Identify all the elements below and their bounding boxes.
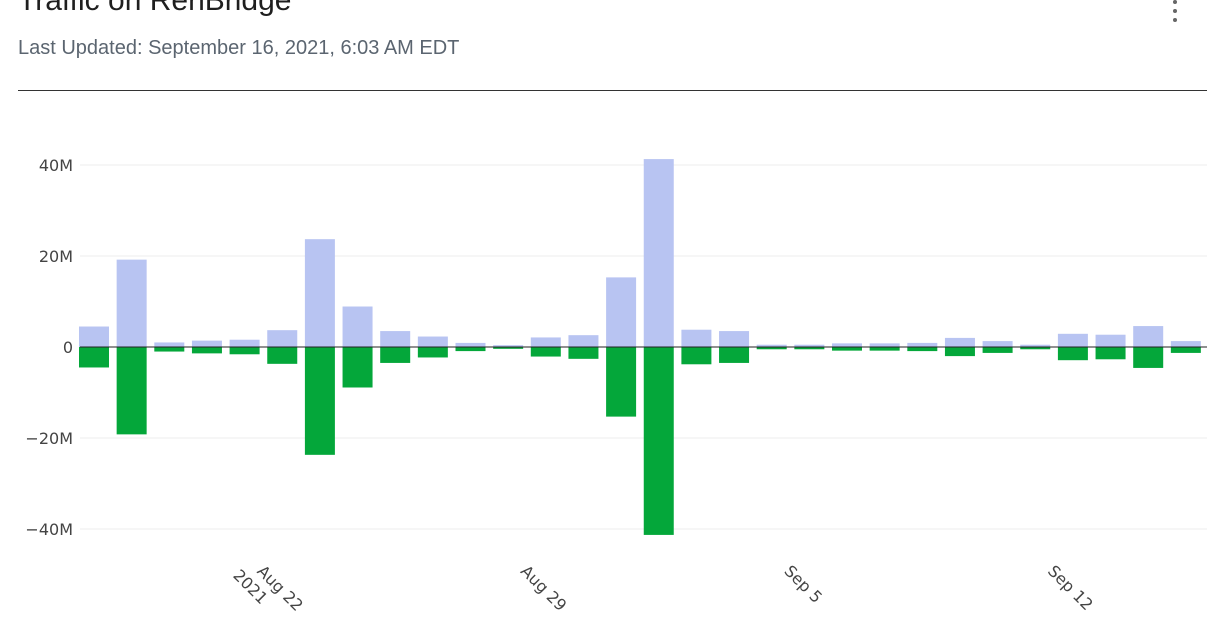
bar-positive: [944, 337, 975, 347]
bar-negative: [191, 347, 222, 354]
x-tick-line: Sep 12: [1044, 561, 1097, 614]
bar-negative: [606, 347, 637, 417]
bar-positive: [455, 342, 486, 347]
bar-negative: [832, 347, 862, 351]
bar-negative: [342, 347, 373, 388]
x-tick-line: Aug 29: [517, 561, 571, 615]
bar-negative: [267, 347, 298, 364]
header-divider: [18, 90, 1207, 91]
bar-positive: [869, 343, 900, 347]
bar-negative: [304, 347, 335, 455]
bar-positive: [530, 337, 561, 347]
last-updated-text: Last Updated: September 16, 2021, 6:03 A…: [18, 37, 460, 59]
bar-positive: [116, 259, 147, 347]
x-tick-label: Aug 29: [517, 561, 571, 615]
y-tick-label: 40M: [39, 156, 73, 175]
bar-negative: [417, 347, 448, 358]
bar-negative: [681, 347, 712, 365]
bar-positive: [154, 342, 185, 347]
bar-negative: [380, 347, 411, 363]
x-tick-label: Sep 5: [781, 561, 827, 607]
bar-negative: [907, 347, 938, 352]
bar-positive: [907, 342, 938, 347]
bar-negative: [643, 347, 674, 535]
y-tick-label: −40M: [25, 520, 73, 539]
y-tick-label: 20M: [39, 247, 73, 266]
bar-positive: [342, 306, 373, 347]
more-dot: [1173, 9, 1177, 13]
bar-positive: [79, 326, 109, 347]
bar-negative: [794, 347, 825, 350]
x-tick-label: Sep 12: [1044, 561, 1097, 614]
bar-negative: [79, 347, 109, 368]
bar-positive: [1170, 341, 1201, 347]
bar-positive: [304, 239, 335, 347]
bar-positive: [1095, 334, 1126, 347]
bar-negative: [1057, 347, 1088, 361]
y-tick-label: 0: [63, 338, 73, 357]
bar-negative: [455, 347, 486, 352]
bar-positive: [719, 331, 750, 347]
more-dot: [1173, 0, 1177, 4]
bar-positive: [191, 340, 222, 347]
x-tick-line: Sep 5: [781, 561, 827, 607]
x-tick-label: Aug 222021: [229, 551, 307, 620]
page-title: Traffic on RenBridge: [18, 0, 292, 17]
bar-negative: [493, 347, 524, 349]
bar-negative: [229, 347, 260, 355]
bar-positive: [267, 330, 298, 347]
bar-negative: [1170, 347, 1201, 353]
more-dot: [1173, 18, 1177, 22]
bar-positive: [1057, 333, 1088, 347]
bar-positive: [493, 345, 524, 347]
bar-negative: [568, 347, 599, 359]
bar-negative: [869, 347, 900, 351]
bar-negative: [154, 347, 185, 352]
bar-positive: [1133, 326, 1164, 347]
bar-positive: [982, 341, 1013, 347]
bar-positive: [681, 329, 712, 347]
bar-positive: [794, 344, 825, 347]
bar-negative: [944, 347, 975, 357]
bar-positive: [643, 159, 674, 347]
bar-negative: [756, 347, 787, 350]
bar-positive: [417, 336, 448, 347]
bar-negative: [1020, 347, 1051, 350]
bar-negative: [116, 347, 147, 435]
bar-positive: [606, 277, 637, 347]
bar-positive: [832, 343, 862, 347]
bar-negative: [1133, 347, 1164, 368]
bar-positive: [1020, 344, 1051, 347]
y-tick-label: −20M: [25, 429, 73, 448]
bar-positive: [568, 335, 599, 347]
bar-negative: [982, 347, 1013, 353]
bar-positive: [380, 331, 411, 347]
bar-positive: [229, 339, 260, 347]
bar-negative: [530, 347, 561, 357]
bar-negative: [719, 347, 750, 363]
more-vertical-icon[interactable]: [1162, 0, 1188, 22]
bar-positive: [756, 344, 787, 347]
bar-negative: [1095, 347, 1126, 360]
